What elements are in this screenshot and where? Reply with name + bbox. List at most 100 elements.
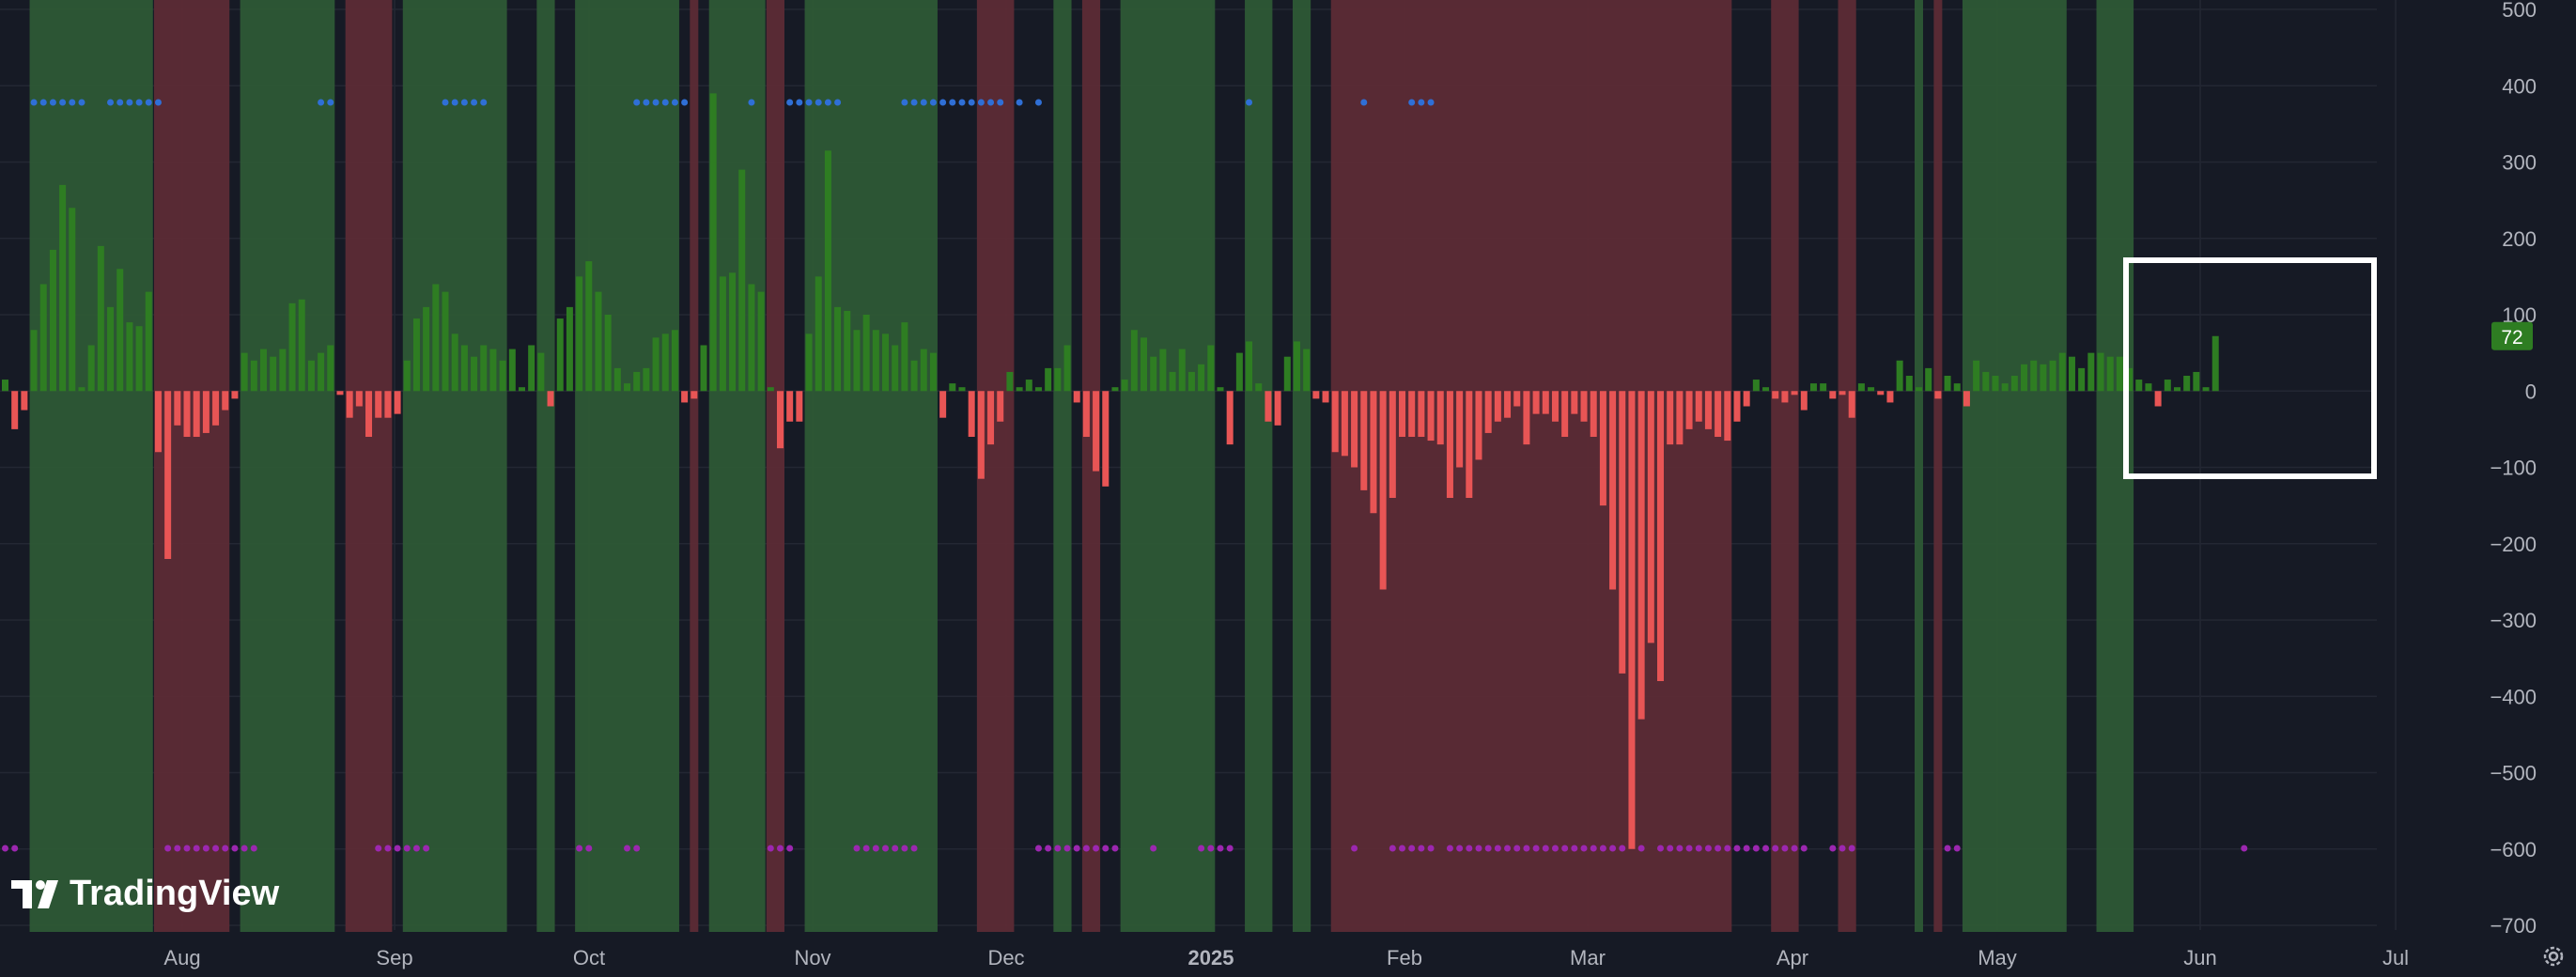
purple-marker — [212, 845, 220, 852]
blue-marker — [471, 99, 478, 106]
histogram-bar — [2030, 360, 2038, 392]
red-zone — [1771, 0, 1799, 932]
histogram-bar — [1963, 391, 1970, 407]
purple-marker — [882, 845, 890, 852]
histogram-bar — [365, 391, 373, 437]
histogram-bar — [1130, 330, 1138, 392]
gear-icon[interactable] — [2540, 943, 2567, 969]
purple-marker — [1637, 845, 1645, 852]
histogram-bar — [585, 261, 593, 392]
histogram-bar — [1399, 391, 1406, 437]
histogram-bar — [2106, 356, 2114, 392]
histogram-bar — [1504, 391, 1512, 418]
histogram-bar — [97, 245, 104, 392]
purple-marker — [1523, 845, 1530, 852]
histogram-bar — [412, 318, 420, 392]
purple-marker — [1418, 845, 1425, 852]
histogram-bar — [2, 380, 8, 392]
x-tick-label: Feb — [1387, 946, 1422, 969]
tradingview-logo-icon — [11, 879, 58, 908]
histogram-bar — [2040, 364, 2047, 392]
red-zone — [1933, 0, 1943, 932]
histogram-bar — [222, 391, 229, 411]
purple-marker — [241, 845, 248, 852]
histogram-bar — [471, 356, 478, 392]
purple-marker — [1456, 845, 1464, 852]
blue-marker — [1034, 99, 1042, 106]
histogram-bar — [1571, 391, 1578, 414]
purple-marker — [412, 845, 420, 852]
histogram-bar — [126, 322, 133, 392]
histogram-bar — [489, 349, 497, 392]
histogram-bar — [1886, 391, 1894, 403]
y-tick-label: 200 — [2502, 227, 2537, 251]
blue-marker — [805, 99, 813, 106]
histogram-bar — [1839, 391, 1846, 395]
histogram-bar — [1637, 391, 1645, 720]
histogram-bar — [1379, 391, 1387, 590]
highlight-rectangle[interactable] — [2123, 257, 2377, 479]
histogram-bar — [652, 337, 660, 392]
histogram-bar — [1351, 391, 1358, 468]
histogram-bar — [1715, 391, 1722, 437]
green-zone — [1962, 0, 2067, 932]
purple-marker — [1752, 845, 1760, 852]
y-tick-label: 0 — [2525, 380, 2537, 403]
histogram-bar — [920, 349, 927, 392]
histogram-bar — [2021, 364, 2028, 392]
histogram-bar — [1150, 356, 1157, 392]
purple-marker — [164, 845, 172, 852]
histogram-bar — [929, 352, 937, 392]
histogram-bar — [1934, 391, 1942, 399]
histogram-bar — [1360, 391, 1368, 490]
last-value-badge: 72 — [2491, 321, 2533, 350]
last-value-label: 72 — [2501, 327, 2522, 349]
histogram-bar — [1207, 345, 1215, 392]
blue-marker — [958, 99, 966, 106]
blue-marker — [977, 99, 985, 106]
purple-marker — [1953, 845, 1961, 852]
histogram-bar — [1657, 391, 1665, 681]
histogram-bar — [949, 383, 956, 392]
histogram-bar — [288, 302, 296, 392]
x-tick-label: Apr — [1777, 946, 1808, 969]
histogram-bar — [1370, 391, 1377, 514]
histogram-bar — [355, 391, 363, 407]
purple-marker — [1150, 845, 1157, 852]
histogram-bar — [2211, 335, 2219, 392]
purple-marker — [1102, 845, 1110, 852]
blue-marker — [939, 99, 947, 106]
histogram-bar — [1925, 367, 1932, 392]
purple-marker — [1466, 845, 1473, 852]
tradingview-logo[interactable]: TradingView — [11, 874, 279, 914]
purple-marker — [1475, 845, 1482, 852]
purple-marker — [174, 845, 181, 852]
histogram-bar — [757, 291, 765, 392]
purple-marker — [767, 845, 774, 852]
purple-marker — [1494, 845, 1501, 852]
histogram-bar — [231, 391, 239, 399]
purple-marker — [1532, 845, 1540, 852]
purple-marker — [1839, 845, 1846, 852]
x-tick-label: Jun — [2183, 946, 2216, 969]
blue-marker — [460, 99, 468, 106]
histogram-bar — [78, 387, 85, 392]
blue-marker — [661, 99, 669, 106]
blue-marker — [49, 99, 56, 106]
histogram-bar — [1187, 371, 1195, 392]
purple-marker — [776, 845, 784, 852]
blue-marker — [116, 99, 124, 106]
histogram-bar — [116, 269, 124, 392]
histogram-bar — [862, 315, 870, 392]
purple-marker — [853, 845, 861, 852]
histogram-bar — [336, 391, 344, 395]
histogram-bar — [2173, 387, 2180, 392]
purple-marker — [1351, 845, 1358, 852]
purple-marker — [394, 845, 401, 852]
purple-marker — [1542, 845, 1549, 852]
purple-marker — [576, 845, 583, 852]
histogram-bar — [661, 333, 669, 392]
y-tick-label: 500 — [2502, 0, 2537, 22]
histogram-bar — [2058, 352, 2066, 392]
